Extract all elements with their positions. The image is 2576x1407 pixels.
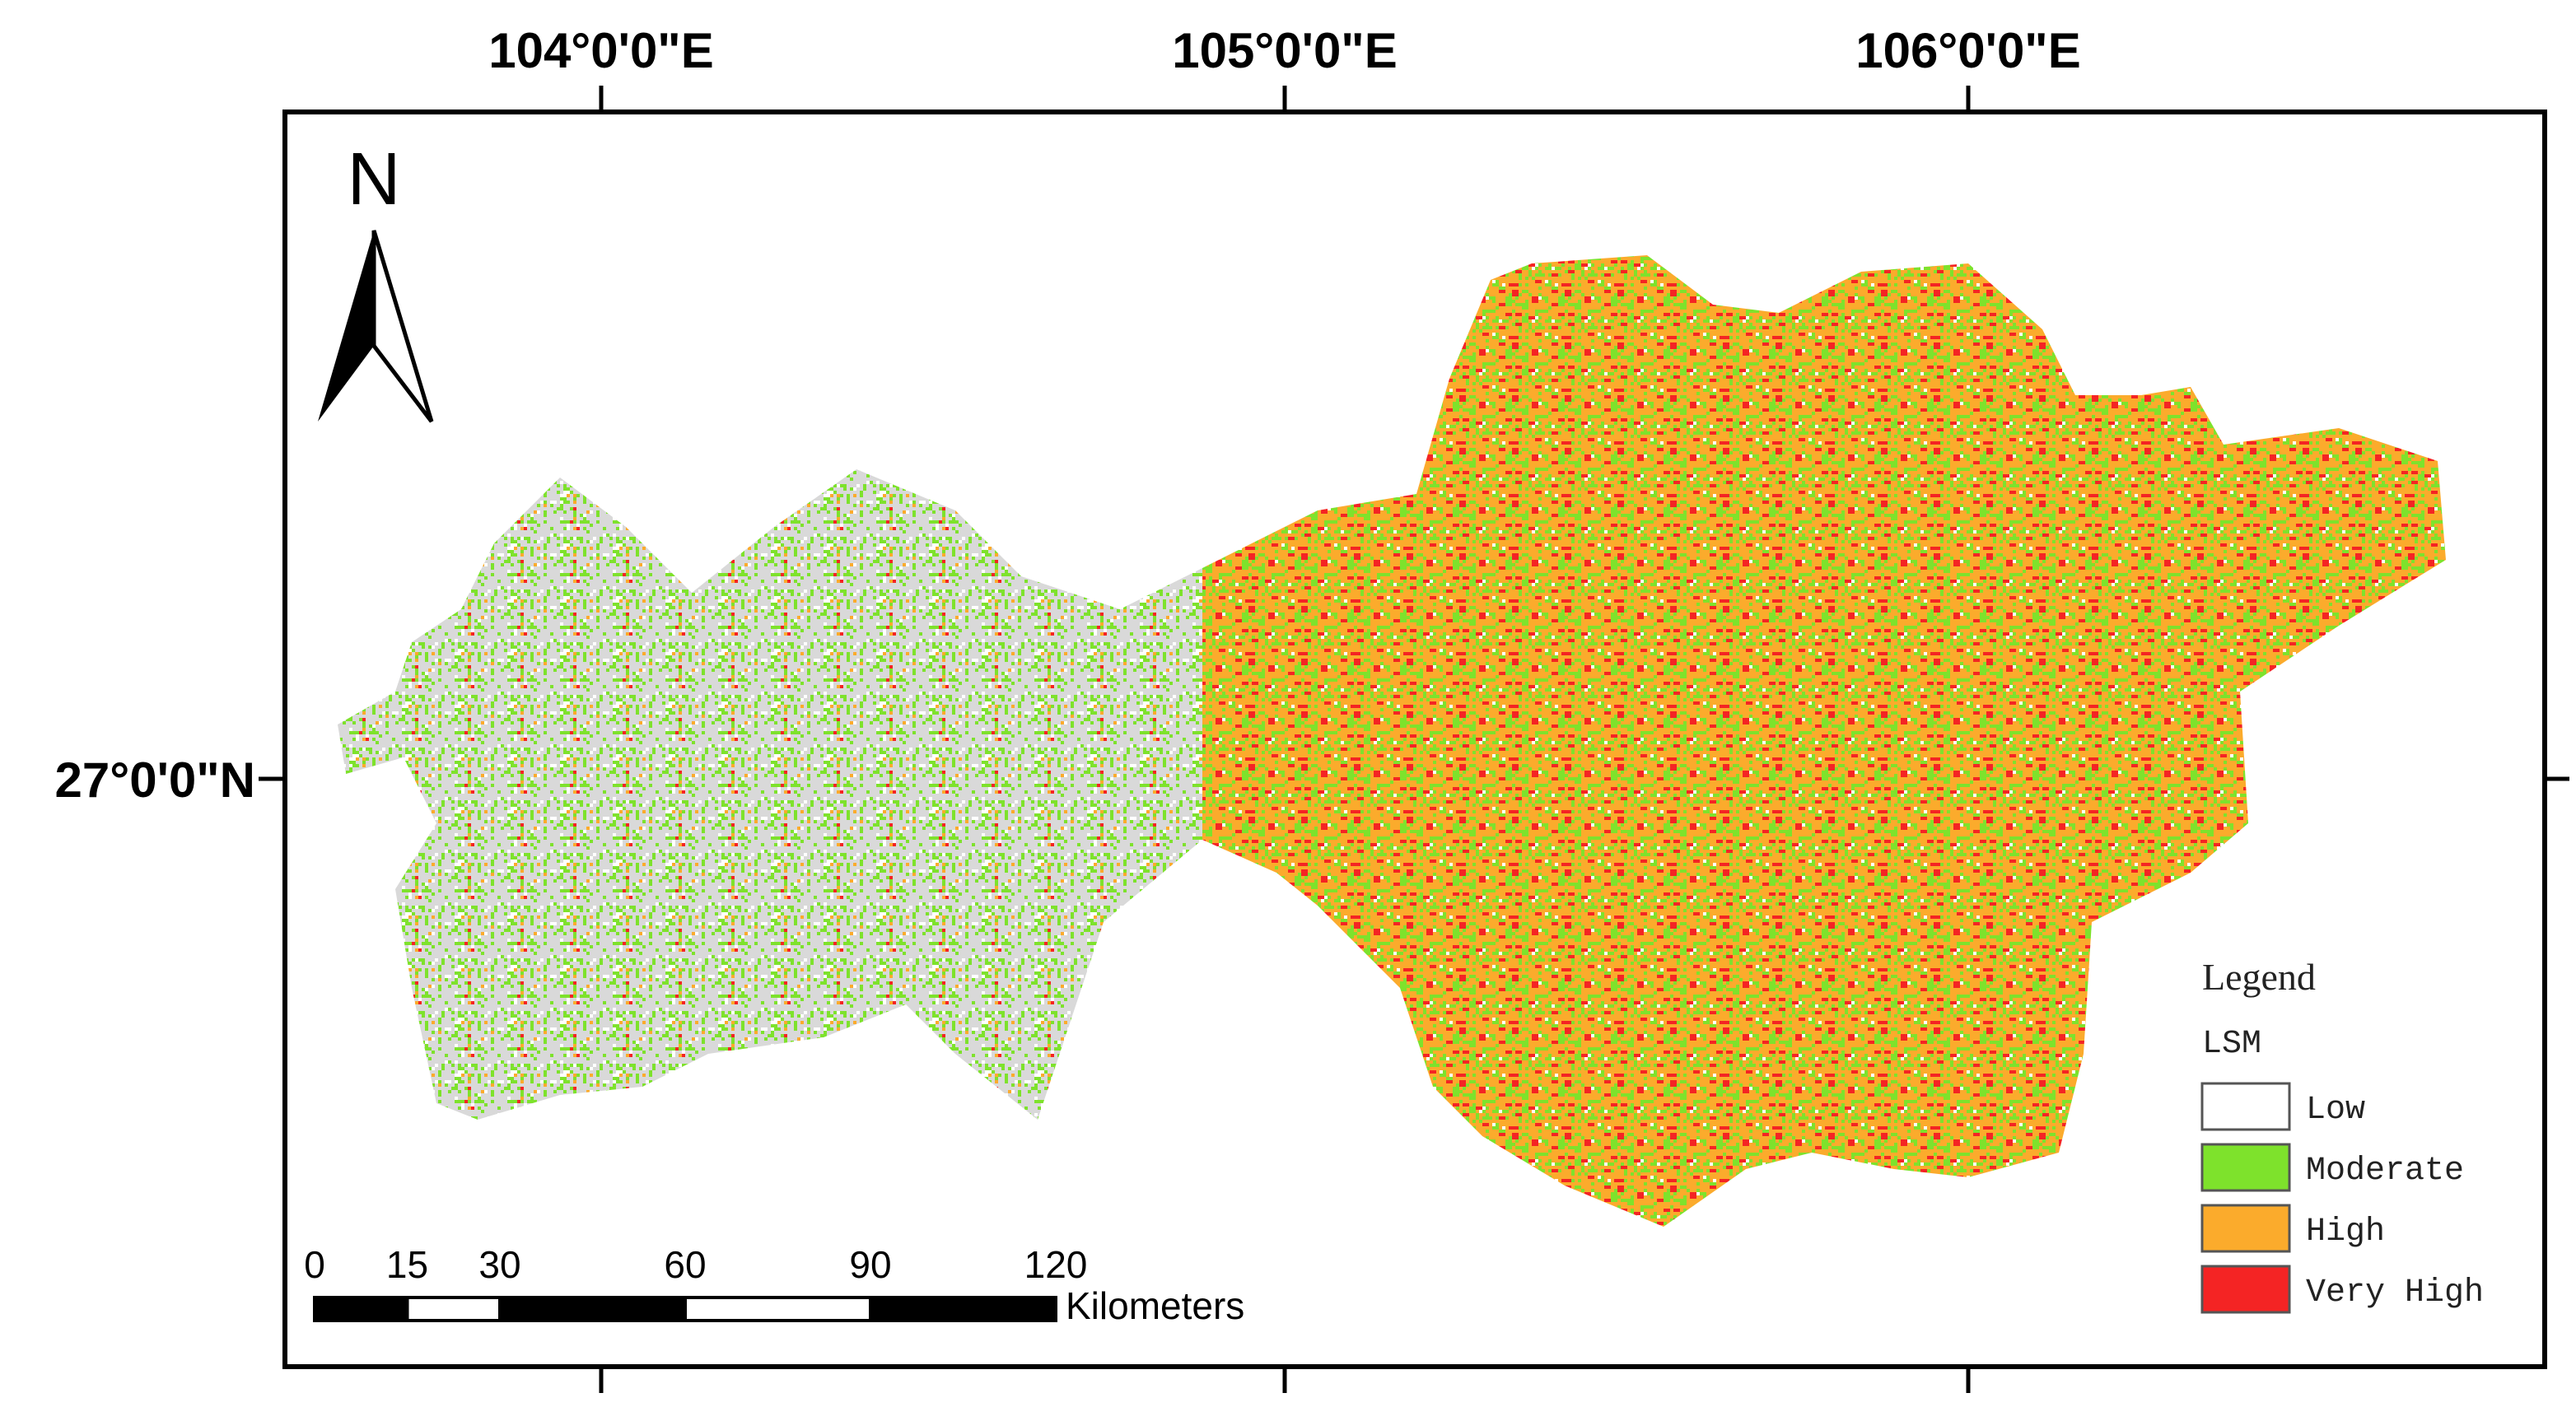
legend-label: Very High [2306, 1274, 2484, 1311]
scale-segment [498, 1296, 687, 1322]
map-frame [282, 109, 2547, 1369]
scale-label: 15 [386, 1243, 428, 1286]
legend-label: High [2306, 1214, 2385, 1251]
north-arrow-label: N [348, 138, 401, 221]
latitude-label: 27°0'0"N [54, 752, 255, 808]
legend-swatch [2200, 1143, 2291, 1192]
legend-swatch [2200, 1265, 2291, 1314]
legend-title: Legend [2202, 956, 2316, 998]
legend-swatch [2200, 1082, 2291, 1131]
longitude-label: 105°0'0"E [1172, 23, 1398, 78]
scale-segment [405, 1296, 502, 1322]
legend-subtitle: LSM [2202, 1026, 2261, 1063]
graticule-ticks [259, 86, 2569, 1393]
west-region [338, 469, 1202, 1120]
scale-segment [313, 1296, 409, 1322]
north-arrow [318, 230, 434, 423]
longitude-label: 106°0'0"E [1855, 23, 2081, 78]
scale-label: 30 [478, 1243, 520, 1286]
scale-label: 0 [304, 1243, 325, 1286]
scale-label: 60 [664, 1243, 706, 1286]
legend-label: Moderate [2306, 1153, 2464, 1190]
scale-unit: Kilometers [1066, 1284, 1244, 1327]
legend-swatch [2200, 1204, 2291, 1253]
east-region [1202, 255, 2446, 1227]
scale-segment [684, 1296, 872, 1322]
scale-label: 120 [1024, 1243, 1088, 1286]
scale-label: 90 [849, 1243, 891, 1286]
legend-label: Low [2306, 1092, 2365, 1129]
legend: Legend LSM Low Moderate High Very High [2200, 956, 2484, 1314]
longitude-label: 104°0'0"E [488, 23, 714, 78]
scale-segment [869, 1296, 1057, 1322]
